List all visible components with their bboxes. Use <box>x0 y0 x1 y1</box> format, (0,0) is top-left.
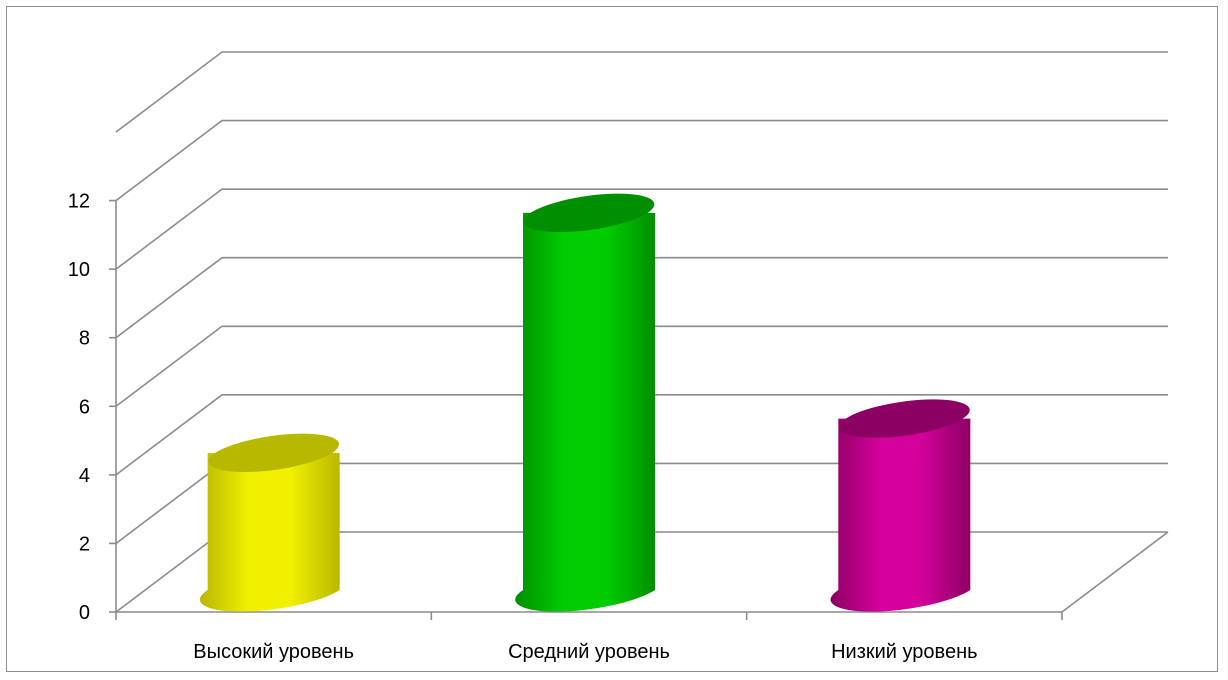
bar-top <box>208 433 340 473</box>
bar-top <box>838 399 970 438</box>
y-tick-label: 0 <box>79 602 90 624</box>
y-tick-label: 2 <box>79 533 90 555</box>
y-tick-label: 8 <box>79 328 90 350</box>
gridline <box>115 256 1168 339</box>
bar <box>199 433 340 612</box>
y-tick-label: 4 <box>79 465 90 487</box>
axes <box>109 199 1063 620</box>
bar-body <box>515 212 655 612</box>
bar-top <box>523 193 655 233</box>
x-tick-label: Низкий уровень <box>831 641 977 663</box>
labels: 0 2 4 6 8 10 12 Высокий уровень Средний уровень Н… <box>68 191 978 663</box>
bar-body <box>199 452 340 612</box>
y-tick-label: 12 <box>68 191 90 213</box>
gridline <box>115 394 1168 476</box>
bar <box>515 193 655 612</box>
gridline <box>115 188 1168 270</box>
bar <box>830 399 971 612</box>
y-tick-label: 6 <box>79 396 90 418</box>
x-tick-label: Высокий уровень <box>193 641 354 663</box>
x-tick-label: Средний уровень <box>508 641 670 663</box>
gridline <box>115 325 1168 407</box>
y-tick-label: 10 <box>68 259 90 281</box>
gridline <box>115 51 1168 133</box>
bar-body <box>830 418 971 612</box>
gridline <box>115 119 1168 202</box>
floor-edge <box>1061 531 1169 613</box>
bars <box>199 193 971 612</box>
